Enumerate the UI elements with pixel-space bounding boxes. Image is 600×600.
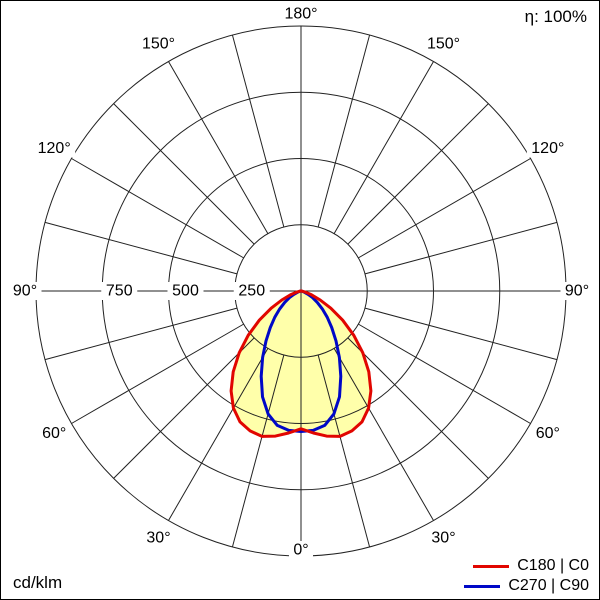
svg-text:90°: 90° <box>13 283 37 300</box>
svg-text:0°: 0° <box>293 542 308 559</box>
svg-text:90°: 90° <box>565 283 589 300</box>
efficiency-label: η: 100% <box>524 7 587 26</box>
legend-item-c0: C180 | C0 <box>464 557 589 575</box>
unit-label: cd/klm <box>13 573 63 592</box>
legend: C180 | C0 C270 | C90 <box>464 557 589 595</box>
svg-text:150°: 150° <box>427 36 460 53</box>
svg-text:30°: 30° <box>146 529 170 546</box>
c-plane-curves <box>229 289 373 438</box>
svg-text:30°: 30° <box>431 529 455 546</box>
svg-text:60°: 60° <box>536 425 560 442</box>
svg-text:750: 750 <box>106 283 133 300</box>
legend-label: C270 | C90 <box>508 577 589 594</box>
svg-text:150°: 150° <box>142 36 175 53</box>
svg-text:120°: 120° <box>531 140 564 157</box>
angle-labels: 0° 30° 30° 60° 60° 90° 90° 120° 120° 150° 150° 180° <box>8 5 594 559</box>
svg-text:180°: 180° <box>284 6 317 23</box>
blue-curve-swatch-icon <box>464 584 501 588</box>
curve-c270-c90 <box>259 289 343 433</box>
svg-text:250: 250 <box>238 283 265 300</box>
curve-c180-c0 <box>229 289 373 438</box>
red-curve-swatch-icon <box>473 564 510 568</box>
svg-text:500: 500 <box>172 283 199 300</box>
legend-item-c90: C270 | C90 <box>464 577 589 595</box>
legend-label: C180 | C0 <box>517 557 589 574</box>
svg-text:120°: 120° <box>38 140 71 157</box>
radial-axis-labels: 250 500 750 <box>101 282 270 300</box>
svg-text:60°: 60° <box>42 425 66 442</box>
